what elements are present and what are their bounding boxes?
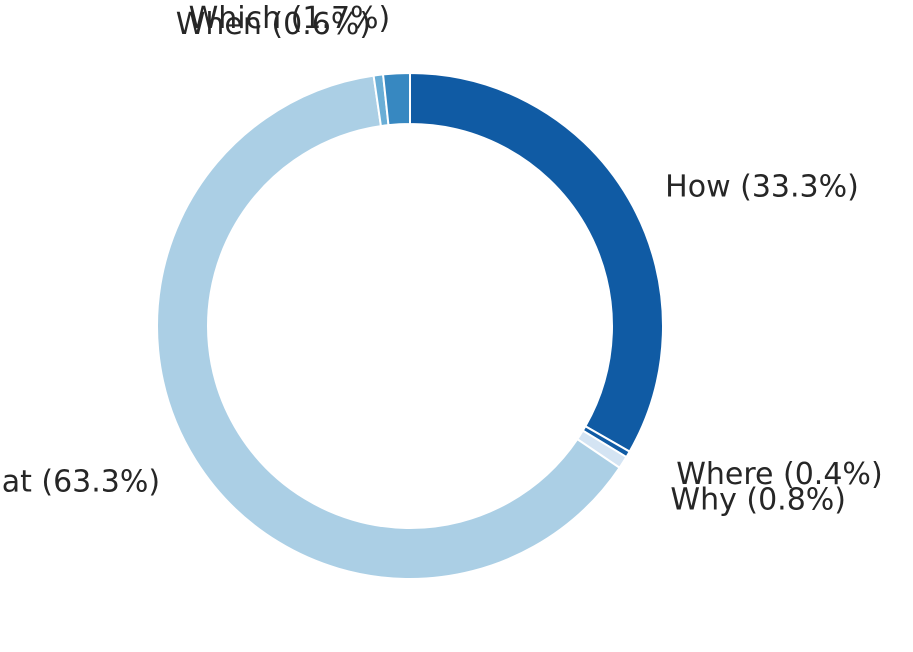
slice-which <box>381 71 411 127</box>
slice-what <box>156 74 621 580</box>
slice-label-when: When (0.6%) <box>176 7 371 42</box>
slice-label-which: Which (1.7%) <box>189 1 391 36</box>
labels-group: How (33.3%) Where (0.4%)Why (0.8%) What (6… <box>0 1 883 518</box>
slice-label-what: What (63.3%) <box>0 464 160 499</box>
slice-label-why: Why (0.8%) <box>670 483 846 518</box>
slice-label-how: How (33.3%) <box>665 169 859 204</box>
slice-label-where: Where (0.4%) <box>676 457 882 492</box>
slices-group <box>156 71 664 580</box>
slice-how <box>409 71 664 453</box>
